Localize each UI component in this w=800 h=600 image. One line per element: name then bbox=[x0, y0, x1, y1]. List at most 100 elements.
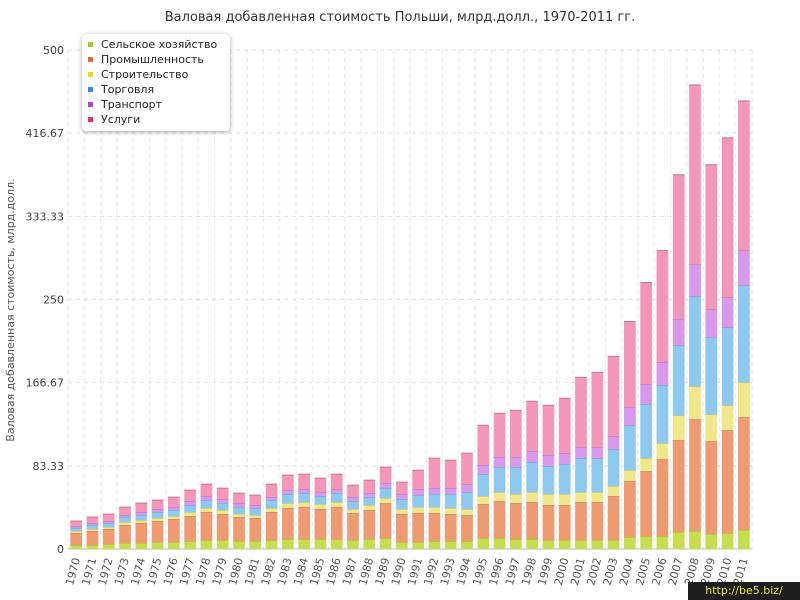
bar-segment[interactable] bbox=[705, 441, 718, 535]
bar-segment[interactable] bbox=[558, 540, 571, 549]
bar-segment[interactable] bbox=[102, 544, 115, 549]
bar-segment[interactable] bbox=[640, 471, 653, 537]
bar-segment[interactable] bbox=[233, 507, 245, 515]
bar-segment[interactable] bbox=[184, 501, 197, 506]
bar-segment[interactable] bbox=[119, 525, 131, 544]
bar-segment[interactable] bbox=[737, 417, 750, 531]
bar-segment[interactable] bbox=[705, 309, 718, 338]
bar-segment[interactable] bbox=[70, 531, 83, 534]
bar-segment[interactable] bbox=[526, 462, 539, 493]
bar-segment[interactable] bbox=[135, 512, 148, 516]
bar-segment[interactable] bbox=[607, 540, 620, 549]
bar-segment[interactable] bbox=[281, 539, 294, 549]
bar-segment[interactable] bbox=[395, 482, 408, 495]
bar-segment[interactable] bbox=[656, 362, 669, 386]
bar-segment[interactable] bbox=[379, 538, 392, 549]
bar-segment[interactable] bbox=[200, 484, 213, 497]
bar-segment[interactable] bbox=[493, 501, 506, 539]
bar-segment[interactable] bbox=[607, 449, 620, 487]
bar-segment[interactable] bbox=[233, 493, 245, 504]
bar-segment[interactable] bbox=[623, 425, 636, 471]
bar-segment[interactable] bbox=[656, 385, 669, 444]
bar-segment[interactable] bbox=[167, 519, 180, 543]
bar-segment[interactable] bbox=[330, 507, 343, 540]
bar-segment[interactable] bbox=[689, 264, 701, 297]
bar-segment[interactable] bbox=[721, 297, 734, 328]
bar-segment[interactable] bbox=[70, 521, 83, 527]
bar-segment[interactable] bbox=[705, 534, 718, 549]
bar-segment[interactable] bbox=[477, 465, 490, 475]
bar-segment[interactable] bbox=[200, 500, 213, 509]
bar-segment[interactable] bbox=[428, 513, 441, 542]
bar-segment[interactable] bbox=[151, 518, 164, 522]
bar-segment[interactable] bbox=[737, 530, 750, 549]
bar-segment[interactable] bbox=[281, 475, 294, 491]
bar-segment[interactable] bbox=[558, 464, 571, 495]
bar-segment[interactable] bbox=[379, 488, 392, 499]
bar-segment[interactable] bbox=[102, 521, 115, 524]
bar-segment[interactable] bbox=[607, 496, 620, 541]
bar-segment[interactable] bbox=[542, 505, 555, 541]
bar-segment[interactable] bbox=[526, 539, 539, 549]
bar-segment[interactable] bbox=[461, 509, 473, 516]
bar-segment[interactable] bbox=[575, 458, 587, 493]
legend-item[interactable]: Сельское хозяйство bbox=[88, 37, 224, 52]
bar-segment[interactable] bbox=[607, 356, 620, 437]
bar-segment[interactable] bbox=[347, 497, 359, 502]
bar-segment[interactable] bbox=[575, 377, 587, 448]
bar-segment[interactable] bbox=[623, 481, 636, 538]
bar-segment[interactable] bbox=[298, 474, 311, 490]
bar-segment[interactable] bbox=[493, 492, 506, 502]
bar-segment[interactable] bbox=[705, 164, 718, 310]
bar-segment[interactable] bbox=[379, 498, 392, 504]
bar-segment[interactable] bbox=[314, 504, 327, 510]
bar-segment[interactable] bbox=[461, 492, 473, 510]
bar-segment[interactable] bbox=[509, 503, 522, 540]
bar-segment[interactable] bbox=[119, 515, 131, 518]
bar-segment[interactable] bbox=[623, 407, 636, 426]
bar-segment[interactable] bbox=[477, 504, 490, 539]
bar-segment[interactable] bbox=[167, 542, 180, 549]
bar-segment[interactable] bbox=[640, 384, 653, 405]
bar-segment[interactable] bbox=[737, 250, 750, 286]
bar-segment[interactable] bbox=[379, 467, 392, 484]
bar-segment[interactable] bbox=[412, 542, 425, 549]
bar-segment[interactable] bbox=[444, 460, 457, 489]
bar-segment[interactable] bbox=[672, 345, 685, 416]
bar-segment[interactable] bbox=[395, 499, 408, 510]
bar-segment[interactable] bbox=[477, 425, 490, 466]
bar-segment[interactable] bbox=[216, 514, 229, 541]
bar-segment[interactable] bbox=[265, 497, 278, 501]
bar-segment[interactable] bbox=[200, 540, 213, 549]
bar-segment[interactable] bbox=[184, 512, 197, 517]
legend-item[interactable]: Торговля bbox=[88, 82, 224, 97]
bar-segment[interactable] bbox=[330, 493, 343, 503]
bar-segment[interactable] bbox=[737, 100, 750, 251]
bar-segment[interactable] bbox=[135, 515, 148, 521]
bar-segment[interactable] bbox=[656, 459, 669, 537]
bar-segment[interactable] bbox=[200, 508, 213, 513]
bar-segment[interactable] bbox=[135, 520, 148, 524]
bar-segment[interactable] bbox=[200, 496, 213, 501]
bar-segment[interactable] bbox=[216, 503, 229, 511]
bar-segment[interactable] bbox=[70, 533, 83, 546]
bar-segment[interactable] bbox=[216, 488, 229, 500]
bar-segment[interactable] bbox=[412, 495, 425, 508]
bar-segment[interactable] bbox=[249, 505, 262, 509]
bar-segment[interactable] bbox=[607, 436, 620, 450]
bar-segment[interactable] bbox=[444, 508, 457, 515]
bar-segment[interactable] bbox=[184, 541, 197, 549]
legend-item[interactable]: Строительство bbox=[88, 67, 224, 82]
bar-segment[interactable] bbox=[444, 514, 457, 542]
bar-segment[interactable] bbox=[672, 174, 685, 320]
bar-segment[interactable] bbox=[151, 509, 164, 513]
bar-segment[interactable] bbox=[379, 503, 392, 539]
bar-segment[interactable] bbox=[86, 545, 99, 549]
bar-segment[interactable] bbox=[737, 382, 750, 418]
bar-segment[interactable] bbox=[477, 474, 490, 497]
bar-segment[interactable] bbox=[689, 296, 701, 387]
bar-segment[interactable] bbox=[363, 480, 376, 494]
bar-segment[interactable] bbox=[281, 494, 294, 504]
bar-segment[interactable] bbox=[509, 457, 522, 468]
bar-segment[interactable] bbox=[298, 502, 311, 508]
